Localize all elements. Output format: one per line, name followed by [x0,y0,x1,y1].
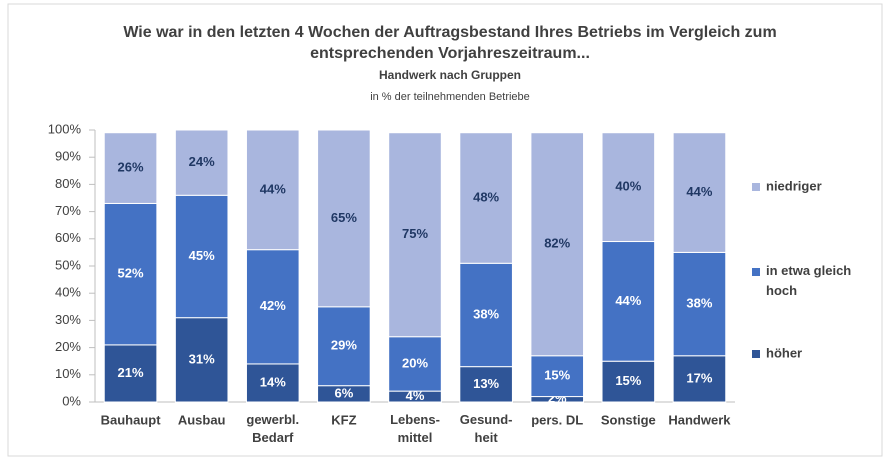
data-label: 44% [260,181,286,196]
y-tick-label: 70% [55,203,81,218]
x-tick-label: Gesund-heit [460,412,513,445]
bar-segment [601,241,656,362]
data-label: 14% [260,374,286,389]
data-label: 38% [686,296,712,311]
bar-segment [459,132,513,264]
y-tick-label: 80% [55,176,81,191]
bar-segment [317,129,371,308]
y-tick-label: 10% [55,366,81,381]
y-tick-label: 40% [55,285,81,300]
bar-segment [174,129,229,196]
x-tick-label: KFZ [331,412,356,427]
chart-note: in % der teilnehmenden Betriebe [370,91,530,103]
data-label: 82% [544,236,570,251]
data-label: 15% [615,373,641,388]
x-tick-label: Sonstige [601,412,656,427]
data-label: 44% [615,293,641,308]
y-tick-label: 60% [55,230,81,245]
legend-label: in etwa gleich hoch [766,263,851,298]
legend-swatch [752,350,760,358]
data-label: 65% [331,210,357,225]
data-label: 29% [331,338,357,353]
bar-segment [317,306,371,387]
y-tick-label: 20% [55,339,81,354]
data-label: 48% [473,189,499,204]
data-label: 52% [118,266,144,281]
data-label: 40% [615,179,641,194]
x-tick-label: Lebens-mittel [390,412,440,445]
chart-title: Wie war in den letzten 4 Wochen der Auft… [123,24,776,62]
data-label: 4% [406,388,425,403]
legend-label: niedriger [766,178,822,193]
bar-segment [601,360,656,403]
data-label: 45% [189,248,215,263]
legend-swatch [752,268,760,276]
legend-swatch [752,183,760,191]
data-label: 38% [473,306,499,321]
bar-segment [388,336,442,392]
y-tick-label: 90% [55,149,81,164]
data-label: 24% [189,154,215,169]
data-label: 42% [260,298,286,313]
data-label: 26% [118,160,144,175]
bar-segment [672,132,727,253]
bar-segment [459,262,513,368]
bar-segment [103,132,158,204]
y-tick-label: 100% [48,121,82,136]
x-tick-label: Ausbau [178,412,226,427]
chart-subtitle: Handwerk nach Gruppen [379,68,521,82]
bar-segment [245,249,300,365]
data-label: 13% [473,376,499,391]
y-tick-label: 50% [55,257,81,272]
bar-segment [601,132,656,243]
bar-segment [388,132,442,338]
bar-segment [174,194,229,319]
data-label: 17% [686,370,712,385]
bar-segment [672,355,727,403]
data-label: 44% [686,184,712,199]
x-tick-label: pers. DL [531,412,583,427]
y-tick-label: 0% [62,393,81,408]
y-tick-label: 30% [55,312,81,327]
bar-segment [245,129,300,251]
legend-label: höher [766,345,802,360]
bar-segment [530,132,585,357]
data-label: 75% [402,226,428,241]
data-label: 15% [544,368,570,383]
bar-segment [174,317,229,403]
bar-segment [459,366,513,403]
data-label: 21% [118,365,144,380]
x-tick-label: Bauhaupt [101,412,162,427]
data-label: 20% [402,355,428,370]
bar-segment [672,251,727,357]
x-tick-label: Handwerk [668,412,731,427]
data-label: 31% [189,351,215,366]
x-tick-label: gewerbl. Bedarf [246,412,299,445]
data-label: 6% [334,385,353,400]
